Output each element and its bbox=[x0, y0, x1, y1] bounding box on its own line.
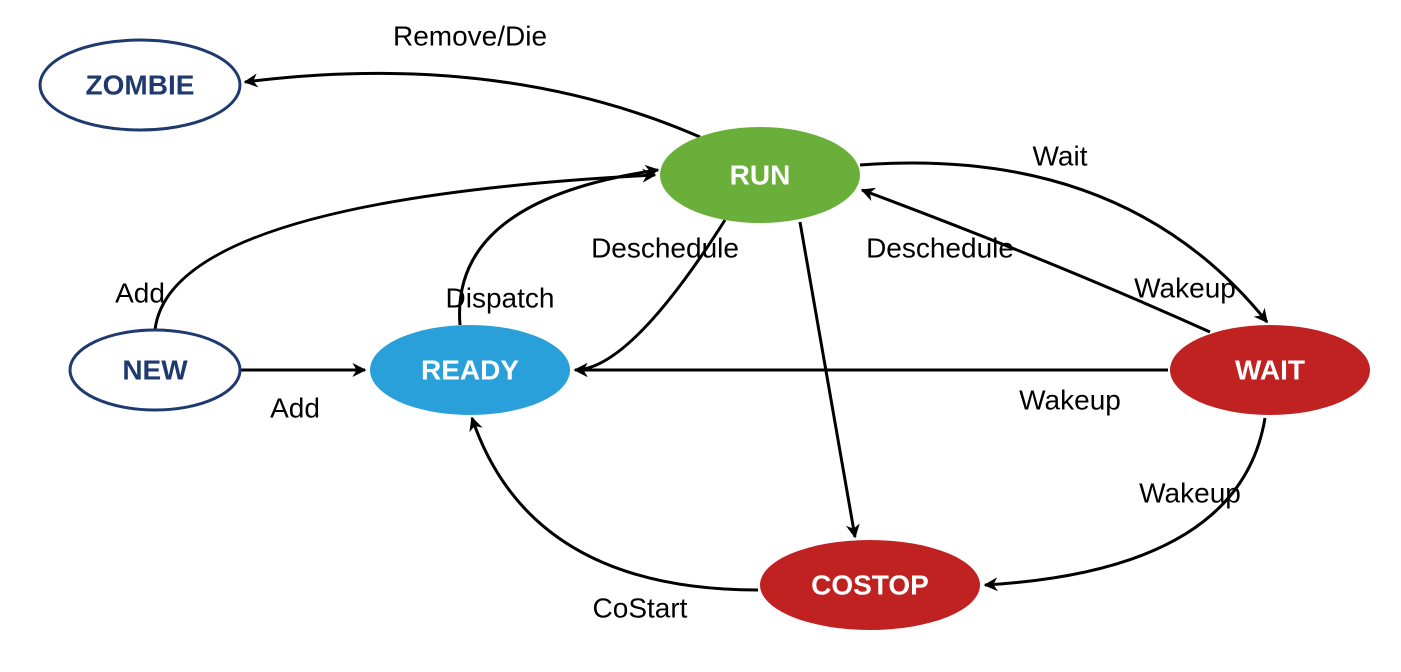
edge-label-costop-to-ready: CoStart bbox=[593, 592, 688, 623]
node-label-costop: COSTOP bbox=[811, 569, 929, 600]
node-label-wait: WAIT bbox=[1235, 354, 1305, 385]
node-label-zombie: ZOMBIE bbox=[86, 69, 195, 100]
node-wait: WAIT bbox=[1170, 325, 1370, 415]
edge-label-run-to-ready: Deschedule bbox=[591, 232, 739, 263]
edge-label-run-to-costop: Deschedule bbox=[866, 232, 1014, 263]
edge-label-ready-to-run: Dispatch bbox=[446, 282, 555, 313]
edge-label-new-to-ready: Add bbox=[270, 392, 320, 423]
edge-label-wait-to-ready: Wakeup bbox=[1019, 384, 1121, 415]
node-new: NEW bbox=[70, 330, 240, 410]
edge-costop-to-ready bbox=[472, 418, 758, 590]
edge-new-to-run bbox=[155, 175, 655, 330]
edge-labels-layer: Remove/Die Add Add Dispatch Deschedule Desche… bbox=[115, 20, 1241, 623]
edge-run-to-zombie bbox=[245, 73, 700, 137]
edge-run-to-costop bbox=[800, 222, 855, 537]
state-diagram: ZOMBIE NEW READY RUN WAIT COSTOP Remove/Die Add… bbox=[0, 0, 1401, 672]
edge-label-wait-to-run: Wakeup bbox=[1134, 272, 1236, 303]
node-zombie: ZOMBIE bbox=[40, 40, 240, 130]
edge-label-wait-to-costop: Wakeup bbox=[1139, 477, 1241, 508]
edge-label-new-to-run: Add bbox=[115, 277, 165, 308]
node-ready: READY bbox=[370, 325, 570, 415]
node-label-new: NEW bbox=[122, 354, 188, 385]
edge-label-run-to-zombie: Remove/Die bbox=[393, 20, 547, 51]
node-run: RUN bbox=[660, 127, 860, 223]
node-label-run: RUN bbox=[730, 159, 791, 190]
node-label-ready: READY bbox=[421, 354, 519, 385]
node-costop: COSTOP bbox=[760, 540, 980, 630]
edge-label-run-to-wait: Wait bbox=[1033, 140, 1088, 171]
